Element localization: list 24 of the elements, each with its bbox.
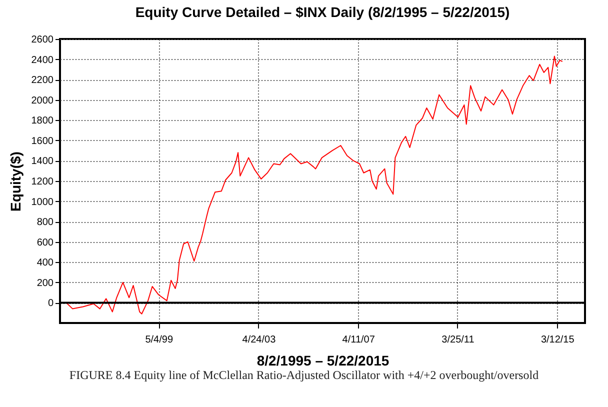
y-axis-title: Equity($) bbox=[7, 152, 24, 212]
x-tick-label: 3/25/11 bbox=[442, 334, 475, 346]
line-series bbox=[64, 56, 563, 314]
y-tick-label: 2600 bbox=[31, 34, 54, 46]
y-tick-label: 0 bbox=[48, 298, 54, 310]
x-axis-title: 8/2/1995 – 5/22/2015 bbox=[256, 352, 390, 368]
y-tick-label: 1400 bbox=[31, 156, 54, 168]
y-tick-label: 200 bbox=[36, 278, 54, 289]
y-tick-label: 1600 bbox=[31, 136, 54, 147]
y-tick-label: 1800 bbox=[31, 116, 54, 127]
y-tick-label: 2000 bbox=[31, 95, 54, 106]
y-tick-label: 2400 bbox=[31, 54, 54, 66]
chart-title: Equity Curve Detailed – $INX Daily (8/2/1995 – 5/22/2015) bbox=[135, 4, 510, 20]
x-tick-label: 4/24/03 bbox=[242, 334, 276, 346]
y-tick-label: 800 bbox=[36, 217, 54, 228]
caption: FIGURE 8.4 Equity line of McClellan Ratio-Adjusted Oscillator with +4/+2 overbought/oversold bbox=[68, 368, 540, 383]
x-tick-label: 3/12/15 bbox=[540, 334, 575, 346]
x-tick-label: 4/11/07 bbox=[342, 334, 376, 346]
y-tick-label: 1200 bbox=[31, 176, 54, 188]
y-tick-label: 1000 bbox=[31, 196, 54, 208]
y-tick-label: 400 bbox=[36, 258, 54, 269]
x-tick-label: 5/4/99 bbox=[145, 334, 174, 346]
y-tick-label: 600 bbox=[36, 237, 54, 248]
y-tick-label: 2200 bbox=[31, 75, 54, 86]
